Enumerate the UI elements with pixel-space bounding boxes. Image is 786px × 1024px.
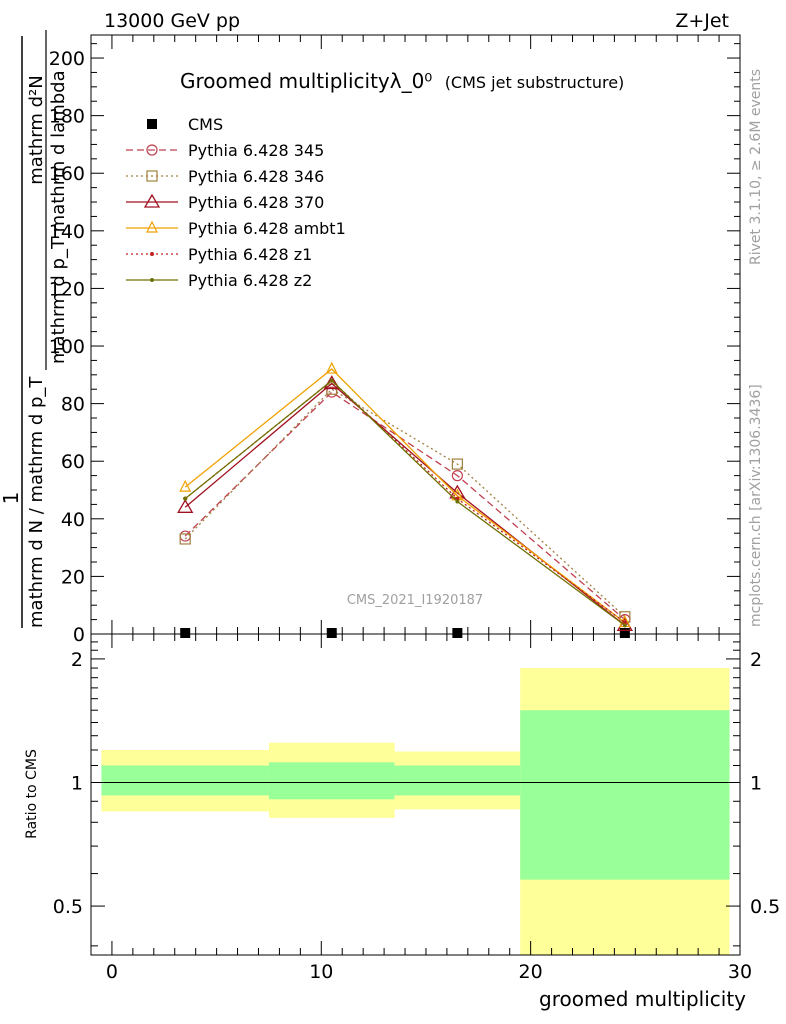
legend-label-1: Pythia 6.428 345: [188, 141, 324, 160]
axes: 20 40 60 80 100 120 140 160 180 200 0 0 10 20 30 0.5 0.5…: [49, 35, 780, 983]
legend-label-4: Pythia 6.428 ambt1: [188, 219, 346, 238]
legend-label-3: Pythia 6.428 370: [188, 193, 324, 212]
ratio-plot-frame: [90, 633, 741, 956]
ratio-y-tick-label: 2: [71, 649, 83, 671]
plot-title-main: Groomed multiplicityλ_0⁰: [180, 69, 432, 93]
legend-label-6: Pythia 6.428 z2: [188, 271, 312, 290]
y-label-prefactor-num: 1: [0, 492, 23, 505]
series-point-6: [622, 623, 627, 628]
legend-label-2: Pythia 6.428 346: [188, 167, 324, 186]
series-point-2: [451, 458, 463, 470]
x-tick-label: 10: [309, 961, 333, 983]
legend-marker-4: [146, 220, 158, 233]
ratio-inner-band-3: [520, 710, 730, 880]
series-point-0: [326, 628, 337, 638]
main-y-tick-label: 20: [61, 566, 85, 588]
legend-label-5: Pythia 6.428 z1: [188, 245, 312, 264]
series-point-6: [455, 499, 460, 504]
legend-marker-1: [146, 144, 158, 156]
legend-marker-6: [150, 278, 154, 282]
series-0: [180, 628, 630, 638]
main-y-tick-label: 120: [49, 278, 85, 300]
main-y-tick-label: 40: [61, 509, 85, 531]
main-y-tick-label: 180: [49, 106, 85, 128]
series-point-1: [451, 470, 463, 482]
main-y-tick-label: 60: [61, 451, 85, 473]
series-4: [179, 361, 631, 628]
series-point-0: [619, 628, 630, 638]
series-point-5: [622, 620, 627, 625]
legend-marker-3: [143, 193, 161, 208]
main-y-tick-label: 100: [49, 336, 85, 358]
y-label-prefactor-den: mathrm d N / mathrm d p_T: [26, 376, 47, 628]
series-point-3: [323, 375, 340, 390]
x-axis-label: groomed multiplicity: [539, 987, 746, 1011]
ratio-inner-band-1: [268, 762, 395, 800]
ratio-y-label: Ratio to CMS: [24, 749, 40, 839]
header-left: 13000 GeV pp: [104, 10, 240, 32]
x-tick-label: 20: [519, 961, 543, 983]
series-point-3: [177, 498, 194, 513]
plot-title: Groomed multiplicityλ_0⁰ (CMS jet substr…: [180, 69, 624, 93]
legend-marker-5: [150, 252, 154, 256]
ratio-y-tick-label-right: 0.5: [750, 896, 780, 918]
series-6: [183, 378, 627, 628]
main-y-tick-label: 140: [49, 221, 85, 243]
ratio-y-tick-label: 0.5: [53, 896, 83, 918]
x-tick-label: 30: [728, 961, 752, 983]
main-y-tick-label-zero: 0: [73, 624, 85, 646]
series-point-0: [452, 628, 463, 638]
main-y-tick-label: 200: [49, 48, 85, 70]
series-line-4: [184, 368, 626, 623]
series-2: [179, 383, 631, 623]
y-label-numerator: mathrm d²N: [26, 75, 47, 184]
series-point-4: [179, 479, 192, 492]
series-line-5: [184, 379, 626, 624]
series-line-6: [184, 379, 626, 626]
series-line-1: [184, 391, 626, 621]
legend-label-0: CMS: [188, 115, 223, 134]
mcplots-label: mcplots.cern.ch [arXiv:1306.3436]: [748, 384, 764, 627]
legend-marker-2: [146, 170, 158, 182]
header-right: Z+Jet: [675, 10, 729, 32]
series-point-6: [329, 378, 334, 383]
legend-marker-0: [147, 119, 157, 129]
series-point-4: [325, 361, 338, 374]
ratio-bands: [91, 668, 740, 955]
ratio-inner-band-2: [394, 765, 521, 796]
legend: CMS Pythia 6.428 345 Pythia 6.428 346 Pythi…: [126, 115, 346, 290]
series-5: [183, 378, 627, 625]
main-y-tick-label: 80: [61, 394, 85, 416]
ratio-y-tick-label-right: 2: [750, 649, 762, 671]
plot-title-sub: (CMS jet substructure): [445, 73, 625, 92]
x-tick-label: 0: [106, 961, 118, 983]
ratio-inner-band-0: [101, 765, 269, 796]
main-y-tick-label: 160: [49, 163, 85, 185]
series-point-0: [180, 628, 191, 638]
series-point-5: [455, 496, 460, 501]
series-line-2: [184, 388, 626, 618]
series-line-3: [184, 382, 626, 626]
series-point-6: [183, 496, 188, 501]
ratio-y-tick-label-right: 1: [750, 772, 762, 794]
series-lines: [177, 361, 633, 638]
ratio-y-tick-label: 1: [71, 772, 83, 794]
y-label-denominator: mathrm d p_T mathrm d lambda: [48, 70, 69, 364]
analysis-watermark: CMS_2021_I1920187: [347, 593, 483, 608]
series-1: [179, 386, 631, 626]
series-point-2: [179, 533, 191, 545]
rivet-version-label: Rivet 3.1.10, ≥ 2.6M events: [748, 69, 764, 265]
main-y-label: 1 mathrm d N / mathrm d p_T mathrm d²N m…: [0, 30, 69, 628]
